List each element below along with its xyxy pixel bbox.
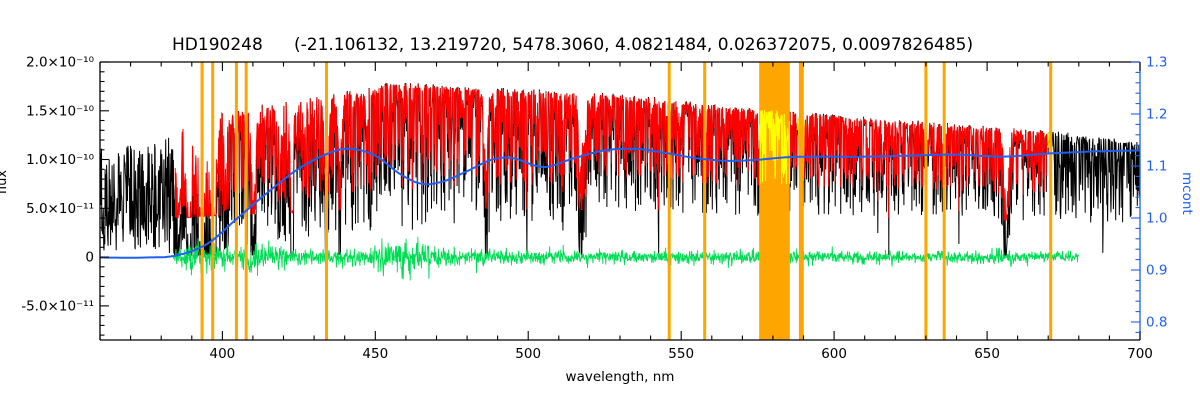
residual-path [172, 236, 1080, 281]
x-tick-label: 650 [974, 346, 1000, 362]
y-left-tick-label: 2.0×10⁻¹⁰ [26, 55, 94, 71]
x-axis-label: wavelength, nm [566, 369, 675, 385]
y-right-tick-label: 1.2 [1146, 107, 1167, 123]
masked-telluric-band [759, 62, 790, 340]
y-left-tick-label: -5.0×10⁻¹¹ [21, 298, 94, 314]
x-tick-label: 700 [1127, 346, 1153, 362]
y-left-tick-label: 1.0×10⁻¹⁰ [26, 152, 94, 168]
plot-title-star: HD190248 [172, 35, 263, 55]
left-axis-label: flux [0, 170, 10, 194]
right-axis-label: mcont [1179, 172, 1195, 215]
y-left-tick-label: 0 [85, 250, 94, 266]
y-right-tick-label: 1.3 [1146, 55, 1167, 71]
y-right-tick-label: 1.0 [1146, 211, 1167, 227]
y-right-tick-label: 0.9 [1146, 263, 1167, 279]
x-tick-label: 600 [821, 346, 847, 362]
x-tick-label: 500 [515, 346, 541, 362]
y-left-tick-label: 5.0×10⁻¹¹ [26, 201, 94, 217]
plot-title-params: (-21.106132, 13.219720, 5478.3060, 4.082… [294, 35, 973, 55]
fit-spectrum-path [174, 84, 1051, 221]
x-tick-label: 550 [668, 346, 694, 362]
highlighted-spectrum-path [758, 109, 791, 184]
x-tick-label: 450 [362, 346, 388, 362]
x-tick-label: 400 [210, 346, 236, 362]
y-right-tick-label: 0.8 [1146, 315, 1167, 331]
y-left-tick-label: 1.5×10⁻¹⁰ [26, 103, 94, 119]
y-right-tick-label: 1.1 [1146, 159, 1167, 175]
continuum-curve-path [100, 147, 1141, 259]
